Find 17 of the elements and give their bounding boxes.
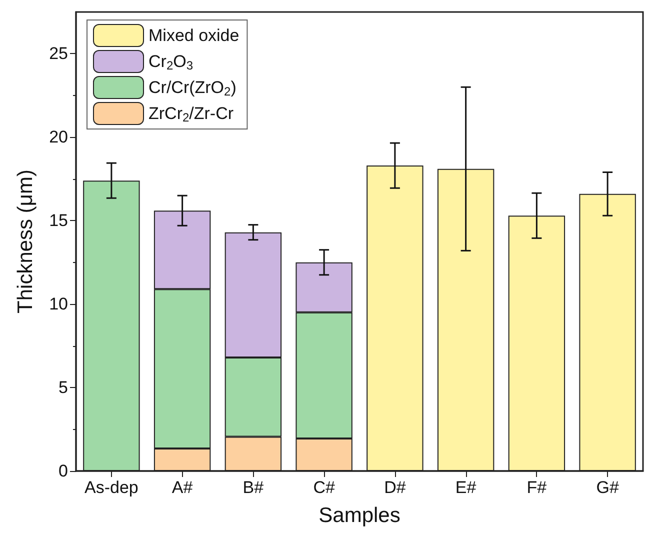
- y-tick-label: 5: [58, 378, 68, 398]
- y-axis-title: Thickness (μm): [14, 170, 37, 314]
- x-tick-label: As-dep: [84, 478, 138, 497]
- x-tick-label: B#: [242, 478, 264, 497]
- x-tick-label: A#: [172, 478, 194, 497]
- x-tick-label: G#: [596, 478, 620, 497]
- legend-label: Mixed oxide: [148, 26, 240, 45]
- y-tick-label: 25: [49, 44, 68, 64]
- x-tick-label: C#: [313, 478, 336, 497]
- x-tick-label: F#: [526, 478, 548, 497]
- y-tick-label: 20: [49, 128, 68, 147]
- x-axis-title: Samples: [318, 504, 400, 527]
- y-tick-label: 15: [49, 211, 68, 230]
- x-tick-label: D#: [384, 478, 406, 497]
- y-tick-label: 0: [58, 462, 68, 480]
- y-tick-label: 10: [49, 294, 68, 314]
- x-tick-label: E#: [455, 478, 477, 497]
